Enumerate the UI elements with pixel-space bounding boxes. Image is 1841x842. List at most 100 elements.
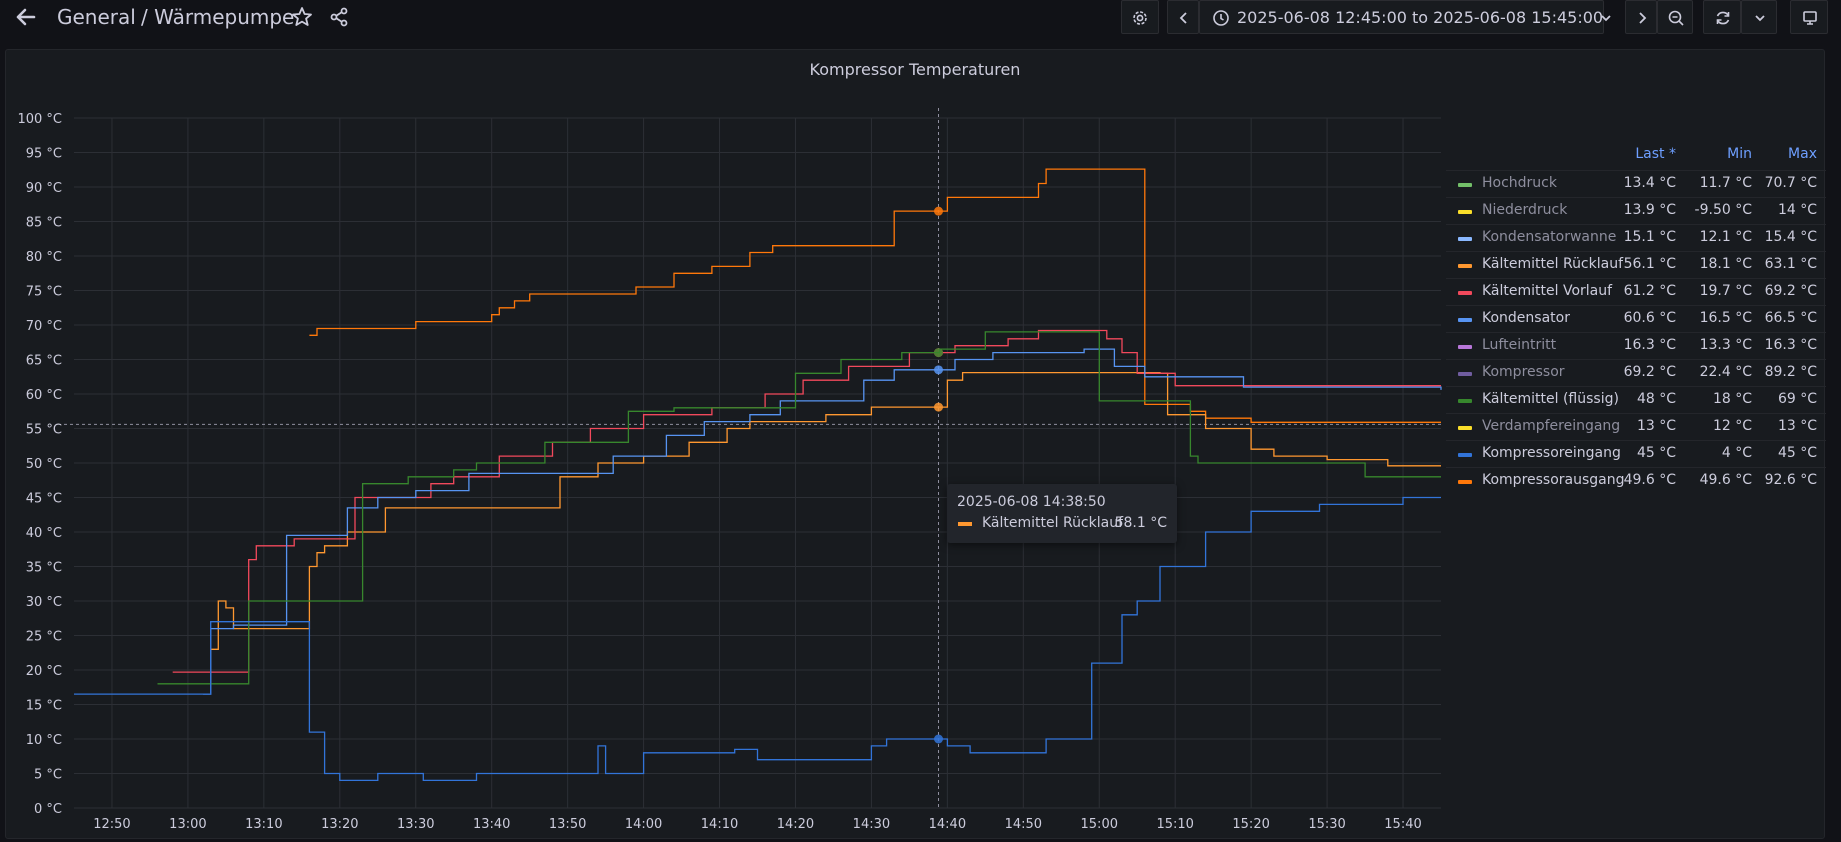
legend-row[interactable]: Verdampfereingang 13 °C 12 °C 13 °C [1446, 413, 1826, 440]
y-tick-label: 0 °C [34, 802, 62, 817]
legend-row[interactable]: Niederdruck 13.9 °C -9.50 °C 14 °C [1446, 197, 1826, 224]
legend-swatch [1458, 426, 1472, 430]
x-tick-label: 13:00 [169, 817, 206, 832]
top-bar: General / Wärmepumpe 2025-06-08 12:45:00… [0, 0, 1841, 44]
arrow-left-icon[interactable] [10, 4, 40, 32]
tooltip-value: 58.1 °C [1114, 515, 1167, 531]
legend-row[interactable]: Kompressoreingang 45 °C 4 °C 45 °C [1446, 440, 1826, 467]
series-line [203, 348, 1442, 695]
y-tick-label: 50 °C [26, 457, 62, 472]
legend-row[interactable]: Lufteintritt 16.3 °C 13.3 °C 16.3 °C [1446, 332, 1826, 359]
chevron-down-icon [1755, 15, 1765, 22]
x-tick-label: 15:20 [1232, 817, 1269, 832]
share-icon[interactable] [327, 5, 351, 29]
refresh-icon [1716, 11, 1730, 25]
legend-col-last[interactable]: Last * [1635, 146, 1676, 162]
monitor-icon [1803, 11, 1817, 25]
x-tick-label: 15:00 [1081, 817, 1118, 832]
x-tick-label: 14:50 [1005, 817, 1042, 832]
legend-last-value: 15.1 °C [1623, 229, 1676, 245]
legend-series-name[interactable]: Hochdruck [1482, 175, 1557, 191]
y-tick-label: 20 °C [26, 664, 62, 679]
legend-last-value: 60.6 °C [1623, 310, 1676, 326]
legend-series-name[interactable]: Kältemittel (flüssig) [1482, 391, 1619, 407]
legend-last-value: 13 °C [1636, 418, 1676, 434]
y-tick-label: 55 °C [26, 423, 62, 438]
legend-series-name[interactable]: Kältemittel Vorlauf [1482, 283, 1613, 299]
breadcrumb-folder[interactable]: General [57, 5, 136, 29]
x-tick-label: 15:10 [1156, 817, 1193, 832]
legend-col-min[interactable]: Min [1727, 146, 1752, 162]
legend-last-value: 69.2 °C [1623, 364, 1676, 380]
legend-max-value: 16.3 °C [1764, 337, 1817, 353]
chevron-down-icon [1601, 15, 1611, 22]
x-tick-label: 12:50 [93, 817, 130, 832]
legend-min-value: 18 °C [1712, 391, 1752, 407]
legend-series-name[interactable]: Kondensatorwanne [1482, 229, 1617, 245]
legend-min-value: 11.7 °C [1699, 175, 1752, 191]
time-series-chart[interactable]: 0 °C 5 °C 10 °C 15 °C 20 °C 25 °C 30 °C 35 °C 40… [6, 50, 1446, 840]
x-tick-label: 13:40 [473, 817, 510, 832]
legend-series-name[interactable]: Kompressorausgang [1482, 472, 1625, 488]
time-back-button[interactable] [1167, 0, 1199, 34]
refresh-interval-dropdown[interactable] [1741, 0, 1777, 34]
chevron-left-icon [1179, 12, 1187, 24]
y-tick-label: 15 °C [26, 699, 62, 714]
series-line [74, 496, 1441, 782]
legend-row[interactable]: Hochdruck 13.4 °C 11.7 °C 70.7 °C [1446, 170, 1826, 197]
hover-tooltip: 2025-06-08 14:38:50 Kältemittel Rücklauf… [947, 484, 1177, 543]
legend-row[interactable]: Kältemittel (flüssig) 48 °C 18 °C 69 °C [1446, 386, 1826, 413]
legend-series-name[interactable]: Verdampfereingang [1482, 418, 1621, 434]
series-line [157, 331, 1441, 685]
x-tick-label: 13:30 [397, 817, 434, 832]
legend-col-max[interactable]: Max [1788, 146, 1817, 162]
legend-series-name[interactable]: Niederdruck [1482, 202, 1568, 218]
legend-series-name[interactable]: Kältemittel Rücklauf [1482, 256, 1624, 272]
legend-row[interactable]: Kältemittel Rücklauf 56.1 °C 18.1 °C 63.1 °… [1446, 251, 1826, 278]
legend-series-name[interactable]: Kondensator [1482, 310, 1570, 326]
tooltip-time: 2025-06-08 14:38:50 [957, 494, 1106, 510]
star-icon[interactable] [290, 5, 314, 29]
legend-row[interactable]: Kompressor 69.2 °C 22.4 °C 89.2 °C [1446, 359, 1826, 386]
settings-button[interactable] [1121, 0, 1159, 34]
y-tick-label: 75 °C [26, 285, 62, 300]
legend-max-value: 63.1 °C [1764, 256, 1817, 272]
dashboard-title: / Wärmepumpe [141, 5, 295, 29]
legend-min-value: -9.50 °C [1694, 202, 1752, 218]
legend-swatch [1458, 237, 1472, 241]
legend-last-value: 61.2 °C [1623, 283, 1676, 299]
y-tick-label: 40 °C [26, 526, 62, 541]
y-tick-label: 80 °C [26, 250, 62, 265]
legend-row[interactable]: Kompressorausgang 49.6 °C 49.6 °C 92.6 °C [1446, 467, 1826, 494]
time-forward-button[interactable] [1625, 0, 1657, 34]
legend-max-value: 66.5 °C [1764, 310, 1817, 326]
legend-max-value: 14 °C [1777, 202, 1817, 218]
legend-min-value: 22.4 °C [1699, 364, 1752, 380]
series-line [210, 371, 1441, 684]
legend-min-value: 18.1 °C [1699, 256, 1752, 272]
legend-series-name[interactable]: Lufteintritt [1482, 337, 1557, 353]
legend-max-value: 15.4 °C [1764, 229, 1817, 245]
refresh-button[interactable] [1703, 0, 1741, 34]
legend-row[interactable]: Kondensatorwanne 15.1 °C 12.1 °C 15.4 °C [1446, 224, 1826, 251]
y-tick-label: 30 °C [26, 595, 62, 610]
legend-swatch [1458, 372, 1472, 376]
legend-series-name[interactable]: Kompressoreingang [1482, 445, 1621, 461]
legend-series-name[interactable]: Kompressor [1482, 364, 1565, 380]
legend-row[interactable]: Kondensator 60.6 °C 16.5 °C 66.5 °C [1446, 305, 1826, 332]
y-tick-label: 45 °C [26, 492, 62, 507]
legend-row[interactable]: Kältemittel Vorlauf 61.2 °C 19.7 °C 69.2 °C [1446, 278, 1826, 305]
tooltip-series: Kältemittel Rücklauf [982, 515, 1124, 531]
legend-min-value: 49.6 °C [1699, 472, 1752, 488]
legend-min-value: 19.7 °C [1699, 283, 1752, 299]
y-tick-label: 10 °C [26, 733, 62, 748]
y-tick-label: 65 °C [26, 354, 62, 369]
kiosk-mode-button[interactable] [1790, 0, 1828, 34]
chevron-right-icon [1639, 12, 1647, 24]
time-range-picker[interactable]: 2025-06-08 12:45:00 to 2025-06-08 15:45:… [1199, 0, 1611, 34]
legend-last-value: 16.3 °C [1623, 337, 1676, 353]
legend-max-value: 89.2 °C [1764, 364, 1817, 380]
zoom-out-button[interactable] [1657, 0, 1693, 34]
x-tick-label: 15:30 [1308, 817, 1345, 832]
legend-max-value: 45 °C [1777, 445, 1817, 461]
